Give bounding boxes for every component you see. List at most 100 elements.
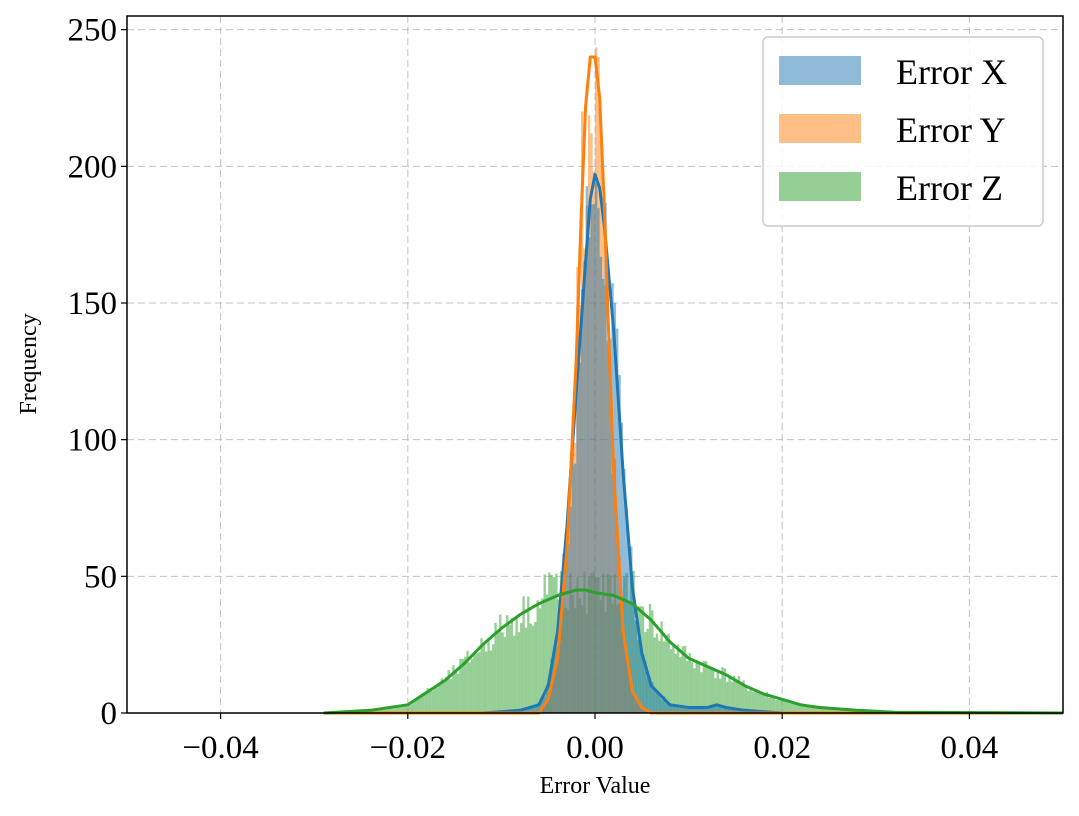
y-tick-label: 100 bbox=[68, 423, 118, 459]
histogram-bar bbox=[681, 707, 684, 713]
histogram-bar bbox=[733, 709, 736, 713]
histogram-bar bbox=[571, 452, 574, 713]
histogram-bar bbox=[669, 704, 673, 713]
histogram-bar bbox=[508, 624, 511, 713]
histogram-bar bbox=[667, 702, 670, 713]
histogram-bar bbox=[372, 709, 376, 713]
histogram-bar bbox=[431, 690, 434, 713]
histogram-bar bbox=[386, 707, 390, 713]
kde-curves bbox=[323, 55, 1064, 715]
histogram-bar bbox=[789, 702, 792, 713]
histogram-bar bbox=[550, 574, 553, 713]
histogram-bar bbox=[569, 506, 572, 713]
histogram-bar bbox=[562, 553, 565, 713]
histogram-bar bbox=[648, 676, 652, 713]
histogram-bar bbox=[517, 632, 521, 713]
histogram-bar bbox=[747, 691, 750, 713]
histogram-bar bbox=[756, 691, 759, 713]
legend-swatch-error-z bbox=[779, 172, 861, 201]
histogram-bar bbox=[405, 703, 408, 713]
histogram-bar bbox=[630, 546, 633, 713]
histogram-bar bbox=[772, 695, 776, 713]
histogram-bar bbox=[700, 672, 703, 713]
histogram-bar bbox=[487, 641, 490, 713]
histogram-bar bbox=[761, 693, 764, 713]
histogram-bar bbox=[576, 307, 579, 713]
histogram-bar bbox=[665, 701, 668, 713]
histogram-bar bbox=[597, 208, 600, 713]
histogram-bar bbox=[803, 704, 806, 713]
histogram-bar bbox=[655, 633, 659, 713]
histogram-bar bbox=[391, 706, 394, 713]
histogram-bar bbox=[632, 606, 635, 713]
histogram-bar bbox=[515, 618, 518, 713]
histogram-bar bbox=[440, 678, 443, 713]
histogram-bar bbox=[536, 600, 539, 713]
histogram-bar bbox=[662, 641, 666, 713]
histogram-bar bbox=[812, 706, 815, 713]
histogram-bar bbox=[478, 652, 481, 713]
histogram-bar bbox=[414, 699, 418, 713]
histogram-bar bbox=[714, 704, 717, 713]
histogram-bar bbox=[545, 594, 549, 713]
histogram-bar bbox=[667, 633, 670, 713]
y-tick-label: 150 bbox=[68, 286, 118, 322]
histogram-bar bbox=[492, 644, 495, 713]
histogram-bar bbox=[702, 660, 705, 713]
histogram-bar bbox=[513, 635, 516, 713]
histogram-bar bbox=[784, 699, 787, 713]
histogram-bar bbox=[379, 708, 383, 713]
histogram-bar bbox=[531, 707, 535, 713]
histogram-bar bbox=[426, 688, 429, 713]
histogram-bar bbox=[461, 658, 464, 713]
histogram-bar bbox=[824, 707, 827, 713]
histogram-bar bbox=[707, 665, 710, 713]
x-tick-label: −0.02 bbox=[370, 730, 446, 766]
histogram-bar bbox=[775, 700, 778, 713]
histogram-bar bbox=[620, 422, 624, 713]
y-tick-label: 50 bbox=[84, 559, 117, 595]
histogram-bar bbox=[466, 650, 469, 713]
histogram-bar bbox=[403, 704, 406, 713]
legend-label-error-y: Error Y bbox=[896, 110, 1006, 150]
histogram-bar bbox=[810, 707, 813, 713]
histogram-bar bbox=[690, 662, 694, 713]
histogram-bar bbox=[726, 708, 729, 713]
histogram-bar bbox=[782, 698, 785, 713]
histogram-bar bbox=[681, 646, 684, 713]
histogram-bar bbox=[779, 700, 783, 713]
histogram-bar bbox=[786, 702, 790, 713]
histogram-bar bbox=[480, 638, 483, 713]
histogram-bar bbox=[625, 508, 628, 713]
histogram-bar bbox=[737, 676, 741, 713]
histogram-bar bbox=[482, 643, 486, 713]
histogram-bar bbox=[658, 640, 661, 713]
histogram-bar bbox=[679, 705, 682, 713]
histogram-bar bbox=[604, 202, 607, 713]
histogram-bar bbox=[686, 708, 689, 713]
histogram-bar bbox=[679, 657, 682, 713]
histogram-bar bbox=[501, 632, 504, 713]
histogram-bar bbox=[749, 688, 752, 713]
histogram-bar bbox=[709, 667, 712, 713]
histogram-bar bbox=[637, 639, 640, 713]
histogram-bar bbox=[538, 608, 542, 713]
histogram-bar bbox=[529, 707, 532, 713]
kde-line-error-z bbox=[323, 588, 1064, 715]
histogram-bar bbox=[651, 682, 654, 713]
axis-ticks: −0.04 −0.02 0.00 0.02 0.04 0 50 100 150 200 250 bbox=[68, 13, 999, 766]
histogram-bar bbox=[611, 283, 614, 713]
histogram-bar bbox=[821, 707, 825, 713]
histogram-bar bbox=[534, 622, 537, 713]
x-axis-label: Error Value bbox=[540, 773, 651, 799]
histogram-bar bbox=[382, 707, 385, 713]
histogram-bar bbox=[606, 340, 610, 713]
histogram-bar bbox=[541, 598, 544, 713]
histogram-bar bbox=[695, 659, 698, 713]
histogram-bar bbox=[538, 703, 542, 713]
legend-label-error-x: Error X bbox=[896, 52, 1007, 92]
histogram-bar bbox=[641, 653, 645, 713]
histogram-bar bbox=[735, 709, 738, 713]
histogram-bar bbox=[660, 699, 663, 713]
